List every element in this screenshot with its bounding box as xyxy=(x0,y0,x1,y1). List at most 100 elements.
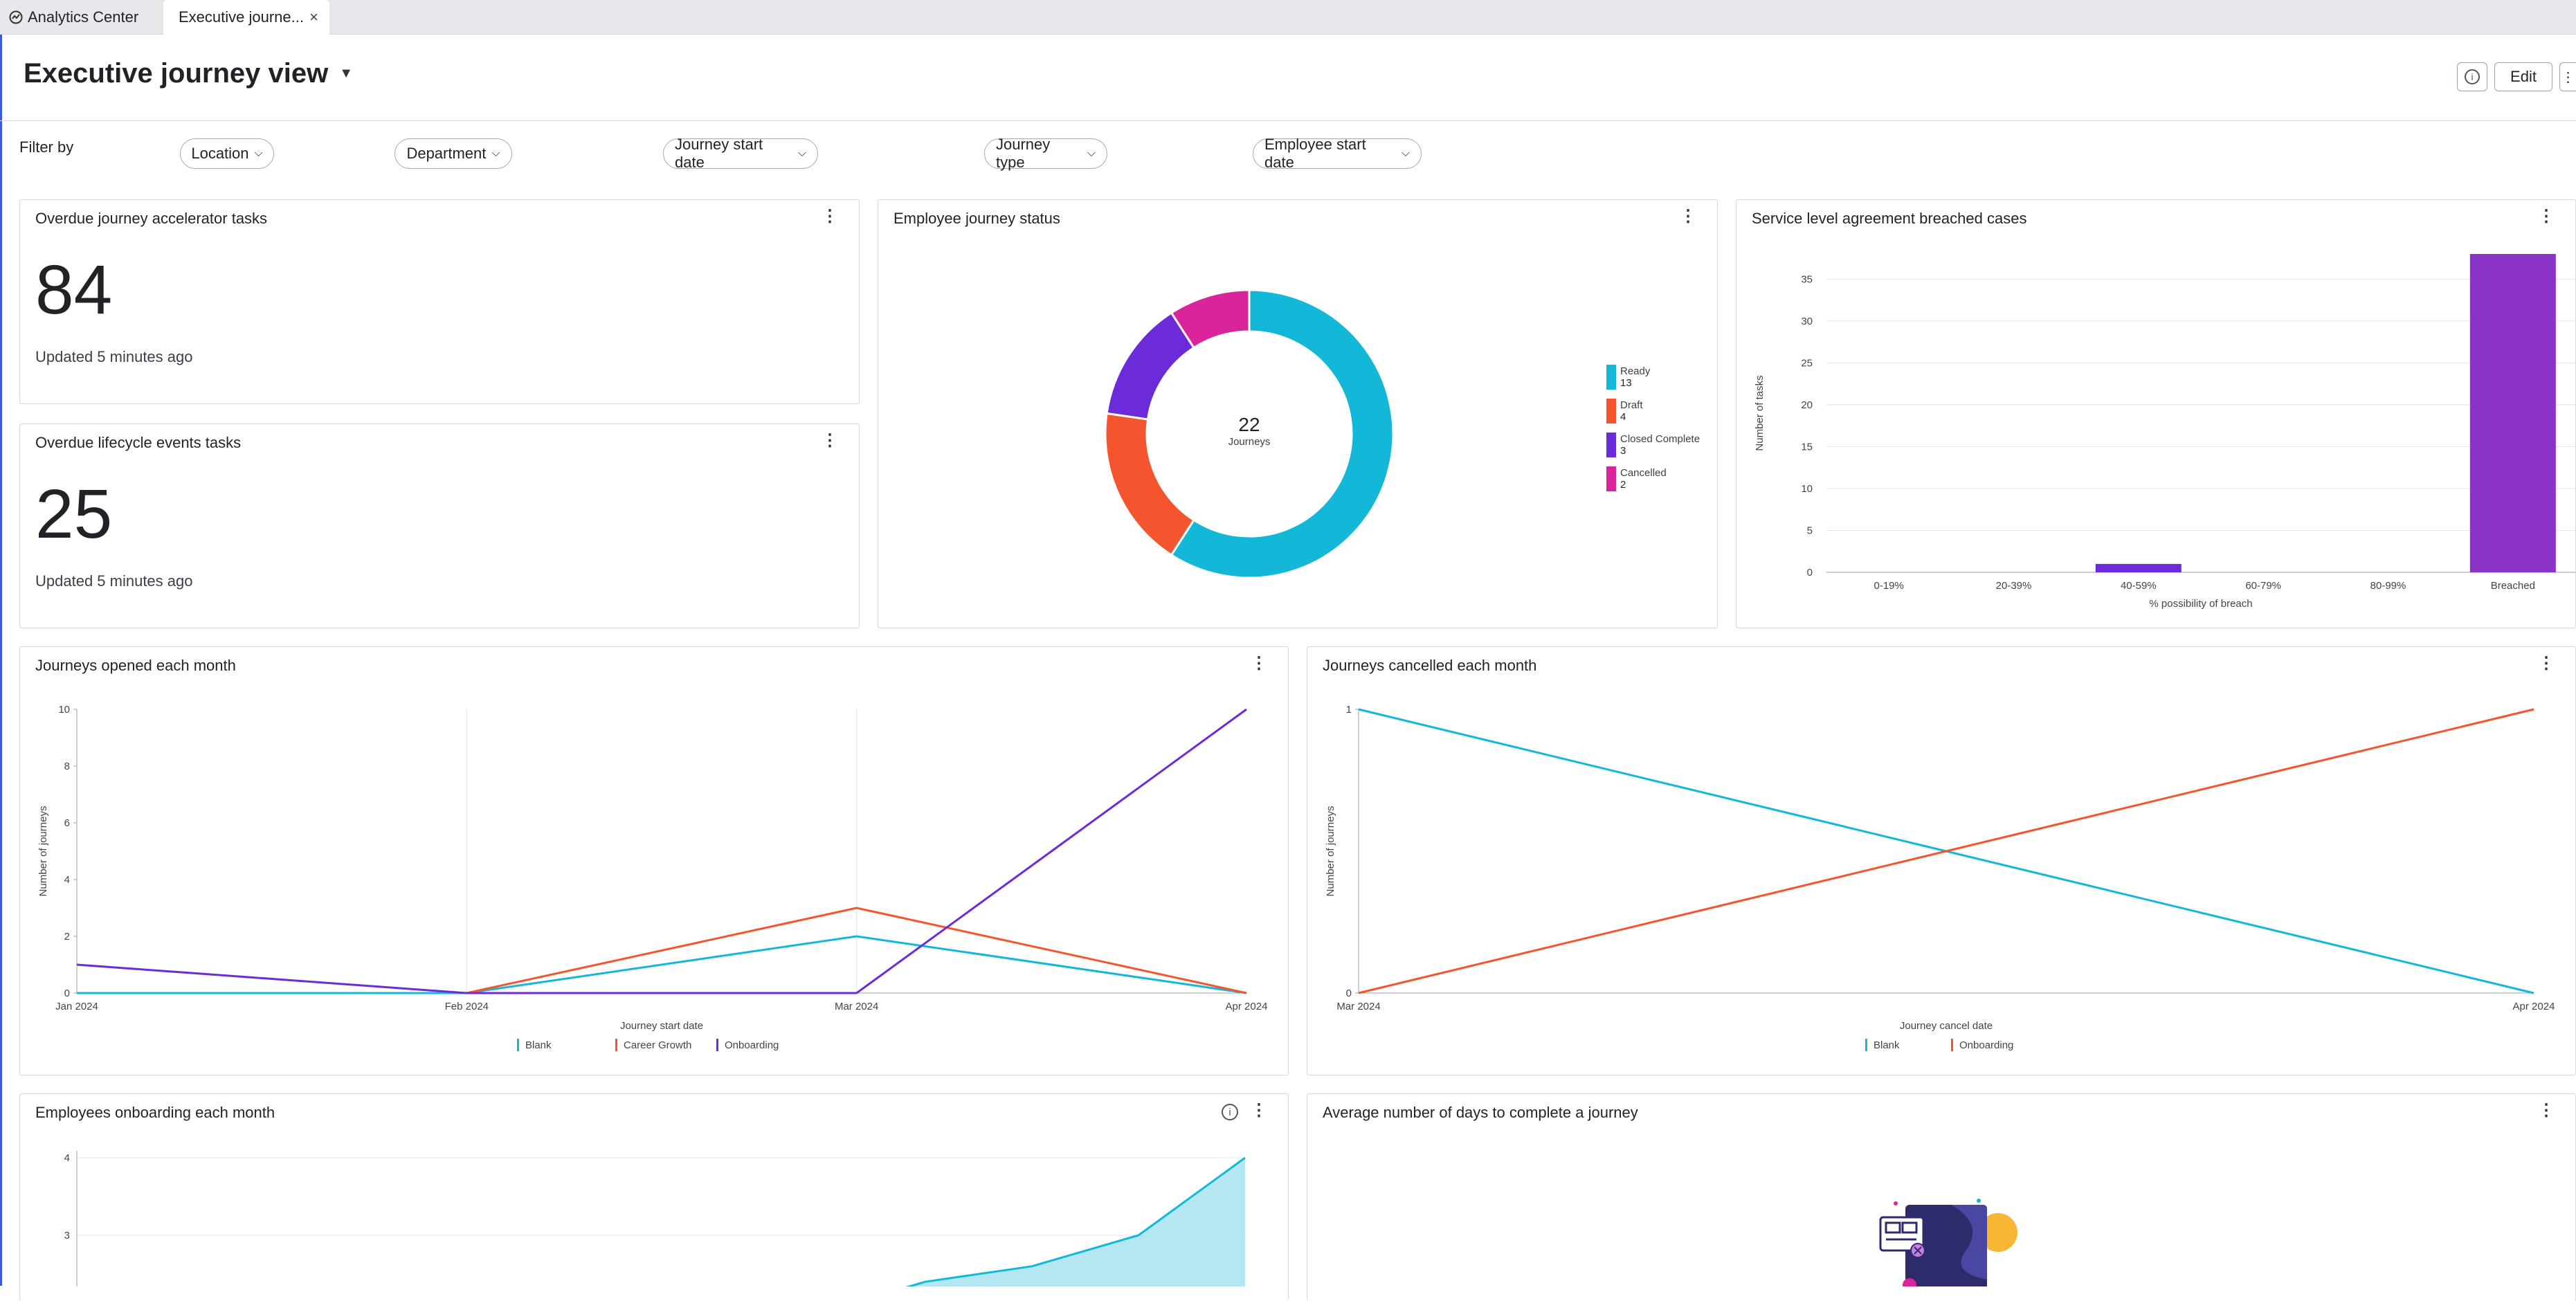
filter-department[interactable]: Department ⌵ xyxy=(394,138,512,169)
card-journeys-opened: Journeys opened each month ⋮ 0 2 4 6 8 10 Jan … xyxy=(19,646,1289,1075)
y-tick-label: 10 xyxy=(1801,483,1813,495)
journeys-opened-line-chart: 0 2 4 6 8 10 Jan 2024 Feb 2024 Mar 2024 Apr 2024 J… xyxy=(37,704,1268,1051)
filter-label: Filter by xyxy=(19,138,74,156)
chevron-down-icon: ⌵ xyxy=(1087,147,1096,159)
donut-center-value: 22 xyxy=(1238,414,1260,435)
y-axis-title: Number of journeys xyxy=(37,806,49,897)
kebab-menu-icon[interactable]: ⋮ xyxy=(1251,1101,1267,1120)
bar xyxy=(2469,254,2556,572)
x-tick-label: Apr 2024 xyxy=(2513,1001,2555,1012)
y-tick-label: 1 xyxy=(1346,704,1352,716)
legend-swatch xyxy=(1865,1039,1867,1051)
kebab-menu-icon[interactable]: ⋮ xyxy=(2538,207,2555,226)
y-tick-label: 30 xyxy=(1801,316,1813,327)
info-icon[interactable]: i xyxy=(1222,1104,1238,1120)
legend-label: Cancelled xyxy=(1620,467,1667,479)
legend-value: 3 xyxy=(1620,445,1626,457)
tab-label: Analytics Center xyxy=(28,8,139,26)
more-actions-button[interactable]: ⋮ xyxy=(2559,62,2576,91)
kebab-menu-icon[interactable]: ⋮ xyxy=(822,207,838,226)
y-tick-label: 5 xyxy=(1807,525,1813,536)
tab-analytics-center[interactable]: Analytics Center xyxy=(4,0,162,35)
series-line-career-growth xyxy=(466,907,1247,994)
y-tick-label: 4 xyxy=(64,1152,70,1164)
x-tick-label: Apr 2024 xyxy=(1226,1001,1268,1012)
kebab-menu-icon[interactable]: ⋮ xyxy=(822,431,838,450)
y-tick-label: 20 xyxy=(1801,399,1813,411)
y-tick-label: 25 xyxy=(1801,357,1813,369)
card-sla-breached: Service level agreement breached cases ⋮… xyxy=(1736,199,2576,628)
legend-swatch xyxy=(1606,399,1616,424)
legend-swatch xyxy=(1606,433,1616,457)
x-tick-label: 0-19% xyxy=(1874,580,1903,592)
caret-down-icon[interactable]: ▼ xyxy=(339,66,353,81)
analytics-icon xyxy=(9,10,23,24)
legend-swatch xyxy=(615,1039,617,1051)
series-line-blank xyxy=(77,935,1247,994)
y-tick-label: 10 xyxy=(58,704,70,716)
chevron-down-icon: ⌵ xyxy=(254,147,263,159)
filter-employee-start-date[interactable]: Employee start date ⌵ xyxy=(1253,136,1422,171)
legend-swatch xyxy=(1951,1039,1953,1051)
filter-journey-start-date[interactable]: Journey start date ⌵ xyxy=(663,136,818,171)
header-actions: i Edit ⋮ xyxy=(2457,62,2576,91)
tab-bar: Analytics Center Executive journe... × xyxy=(0,0,2576,35)
card-title: Overdue lifecycle events tasks xyxy=(35,434,242,451)
y-axis-title: Number of tasks xyxy=(1754,375,1766,451)
card-title: Employees onboarding each month xyxy=(35,1104,275,1121)
y-tick-label: 35 xyxy=(1801,273,1813,285)
legend-value: 2 xyxy=(1620,479,1626,491)
y-axis-title: Number of journeys xyxy=(1325,806,1336,897)
card-overdue-accelerator: Overdue journey accelerator tasks ⋮ 84 U… xyxy=(19,199,860,404)
updated-text: Updated 5 minutes ago xyxy=(35,348,193,365)
page-title[interactable]: Executive journey view ▼ xyxy=(24,58,353,89)
card-title: Employee journey status xyxy=(894,210,1060,227)
tab-executive-journey[interactable]: Executive journe... × xyxy=(163,0,329,35)
x-tick-label: 20-39% xyxy=(1996,580,2032,592)
card-journeys-cancelled: Journeys cancelled each month ⋮ 0 1 Mar 20… xyxy=(1307,646,2576,1075)
more-icon: ⋮ xyxy=(2561,69,2575,85)
x-axis-title: Journey start date xyxy=(620,1020,703,1032)
legend-swatch xyxy=(1606,466,1616,491)
legend-swatch xyxy=(1606,365,1616,390)
legend-swatch xyxy=(517,1039,519,1051)
employees-onboarding-area-chart: 34yees xyxy=(64,1151,1246,1286)
y-tick-label: 0 xyxy=(64,988,70,999)
series-line-onboarding xyxy=(76,708,1247,994)
sla-bar-chart: 0 5 10 15 20 25 30 35 0-19% 20-39% 40-59% 60-79% 80-… xyxy=(1754,254,2575,610)
y-tick-label: 2 xyxy=(64,931,70,943)
y-tick-label: 6 xyxy=(64,817,70,829)
edit-button[interactable]: Edit xyxy=(2494,62,2552,91)
kebab-menu-icon[interactable]: ⋮ xyxy=(2538,654,2555,673)
donut-center-label: Journeys xyxy=(1228,436,1271,448)
donut-slice-ready xyxy=(1170,289,1395,579)
x-axis-title: Journey cancel date xyxy=(1900,1020,1993,1032)
filter-location[interactable]: Location ⌵ xyxy=(180,138,274,169)
card-title: Journeys cancelled each month xyxy=(1323,657,1537,674)
card-title: Journeys opened each month xyxy=(35,657,236,674)
bar xyxy=(2095,563,2182,572)
filter-text: Department xyxy=(406,145,487,162)
chevron-down-icon: ⌵ xyxy=(1401,147,1410,159)
y-tick-label: 0 xyxy=(1807,567,1813,579)
filter-journey-type[interactable]: Journey type ⌵ xyxy=(984,136,1107,171)
kebab-menu-icon[interactable]: ⋮ xyxy=(1251,654,1267,673)
header-divider xyxy=(0,120,2576,121)
legend-value: 4 xyxy=(1620,411,1626,423)
x-tick-label: Mar 2024 xyxy=(835,1001,878,1012)
y-tick-label: 0 xyxy=(1346,988,1352,999)
series-line-onboarding xyxy=(1358,708,2534,994)
info-button[interactable]: i xyxy=(2457,62,2487,91)
close-tab-icon[interactable]: × xyxy=(309,8,318,26)
kebab-menu-icon[interactable]: ⋮ xyxy=(1680,207,1696,226)
card-title: Overdue journey accelerator tasks xyxy=(35,210,268,227)
tab-label: Executive journe... xyxy=(179,8,304,26)
x-tick-label: 40-59% xyxy=(2121,580,2157,592)
x-axis-title: % possibility of breach xyxy=(2149,598,2252,610)
kebab-menu-icon[interactable]: ⋮ xyxy=(2538,1101,2555,1120)
y-tick-label: 4 xyxy=(64,874,70,886)
page-title-text: Executive journey view xyxy=(24,58,329,89)
card-average-days: Average number of days to complete a jou… xyxy=(1307,1093,2576,1301)
legend-label: Closed Complete xyxy=(1620,433,1700,445)
x-tick-label: 80-99% xyxy=(2370,580,2406,592)
